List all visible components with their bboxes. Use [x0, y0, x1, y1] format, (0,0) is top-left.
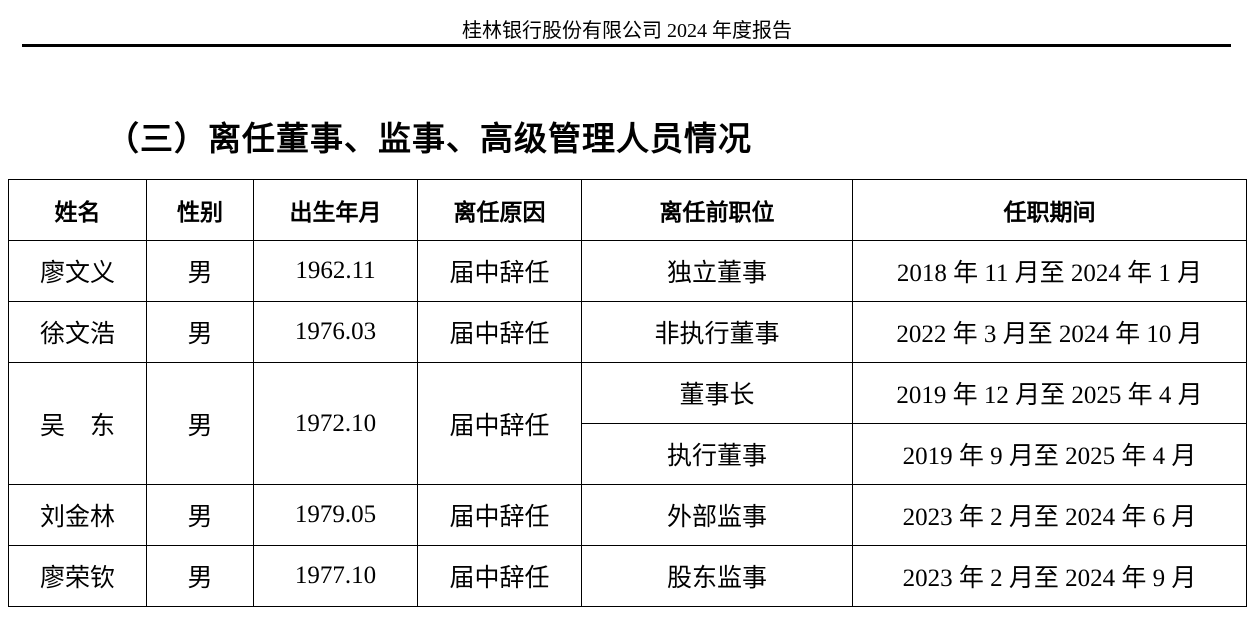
name-cell: 廖文义: [8, 240, 147, 302]
period-cell: 2018 年 11 月至 2024 年 1 月: [852, 240, 1247, 302]
position-cell: 股东监事: [581, 545, 853, 607]
birth-cell: 1977.10: [253, 545, 418, 607]
reason-cell: 届中辞任: [417, 240, 582, 302]
gender-cell: 男: [146, 484, 254, 546]
table-row: 刘金林 男 1979.05 届中辞任 外部监事 2023 年 2 月至 2024…: [8, 484, 1247, 546]
table-row: 执行董事 2019 年 9 月至 2025 年 4 月: [9, 423, 1247, 485]
position-cell: 董事长: [581, 362, 853, 424]
table-row: 徐文浩 男 1976.03 届中辞任 非执行董事 2022 年 3 月至 202…: [8, 301, 1247, 363]
page-header: 桂林银行股份有限公司 2024 年度报告: [462, 20, 792, 42]
reason-cell: 届中辞任: [417, 362, 582, 485]
birth-cell: 1962.11: [253, 240, 418, 302]
table-row: 廖文义 男 1962.11 届中辞任 独立董事 2018 年 11 月至 202…: [8, 240, 1247, 302]
reason-cell: 届中辞任: [417, 484, 582, 546]
column-header: 离任前职位: [581, 179, 853, 241]
table-header-row: 姓名 性别 出生年月 离任原因 离任前职位 任职期间: [8, 179, 1247, 241]
gender-cell: 男: [146, 362, 254, 485]
column-header: 出生年月: [253, 179, 418, 241]
birth-cell: 1976.03: [253, 301, 418, 363]
table-row: 廖荣钦 男 1977.10 届中辞任 股东监事 2023 年 2 月至 2024…: [8, 545, 1247, 607]
column-header: 性别: [146, 179, 254, 241]
column-header: 姓名: [8, 179, 147, 241]
position-cell: 执行董事: [581, 423, 853, 485]
name-cell: 刘金林: [8, 484, 147, 546]
name-cell: 徐文浩: [8, 301, 147, 363]
departed-personnel-table: 姓名 性别 出生年月 离任原因 离任前职位 任职期间 廖文义 男 1962.11…: [8, 179, 1247, 607]
name-cell: 吴 东: [8, 362, 147, 485]
header-rule: [22, 44, 1231, 47]
period-cell: 2019 年 12 月至 2025 年 4 月: [852, 362, 1247, 424]
gender-cell: 男: [146, 545, 254, 607]
period-cell: 2022 年 3 月至 2024 年 10 月: [852, 301, 1247, 363]
position-cell: 外部监事: [581, 484, 853, 546]
birth-cell: 1979.05: [253, 484, 418, 546]
column-header: 任职期间: [852, 179, 1247, 241]
period-cell: 2023 年 2 月至 2024 年 6 月: [852, 484, 1247, 546]
gender-cell: 男: [146, 240, 254, 302]
gender-cell: 男: [146, 301, 254, 363]
column-header: 离任原因: [417, 179, 582, 241]
name-cell: 廖荣钦: [8, 545, 147, 607]
position-cell: 独立董事: [581, 240, 853, 302]
section-title: （三）离任董事、监事、高级管理人员情况: [106, 119, 752, 158]
birth-cell: 1972.10: [253, 362, 418, 485]
period-cell: 2023 年 2 月至 2024 年 9 月: [852, 545, 1247, 607]
reason-cell: 届中辞任: [417, 545, 582, 607]
period-cell: 2019 年 9 月至 2025 年 4 月: [852, 423, 1247, 485]
reason-cell: 届中辞任: [417, 301, 582, 363]
position-cell: 非执行董事: [581, 301, 853, 363]
table-row: 吴 东 男 1972.10 届中辞任 董事长 2019 年 12 月至 2025…: [8, 362, 1247, 485]
